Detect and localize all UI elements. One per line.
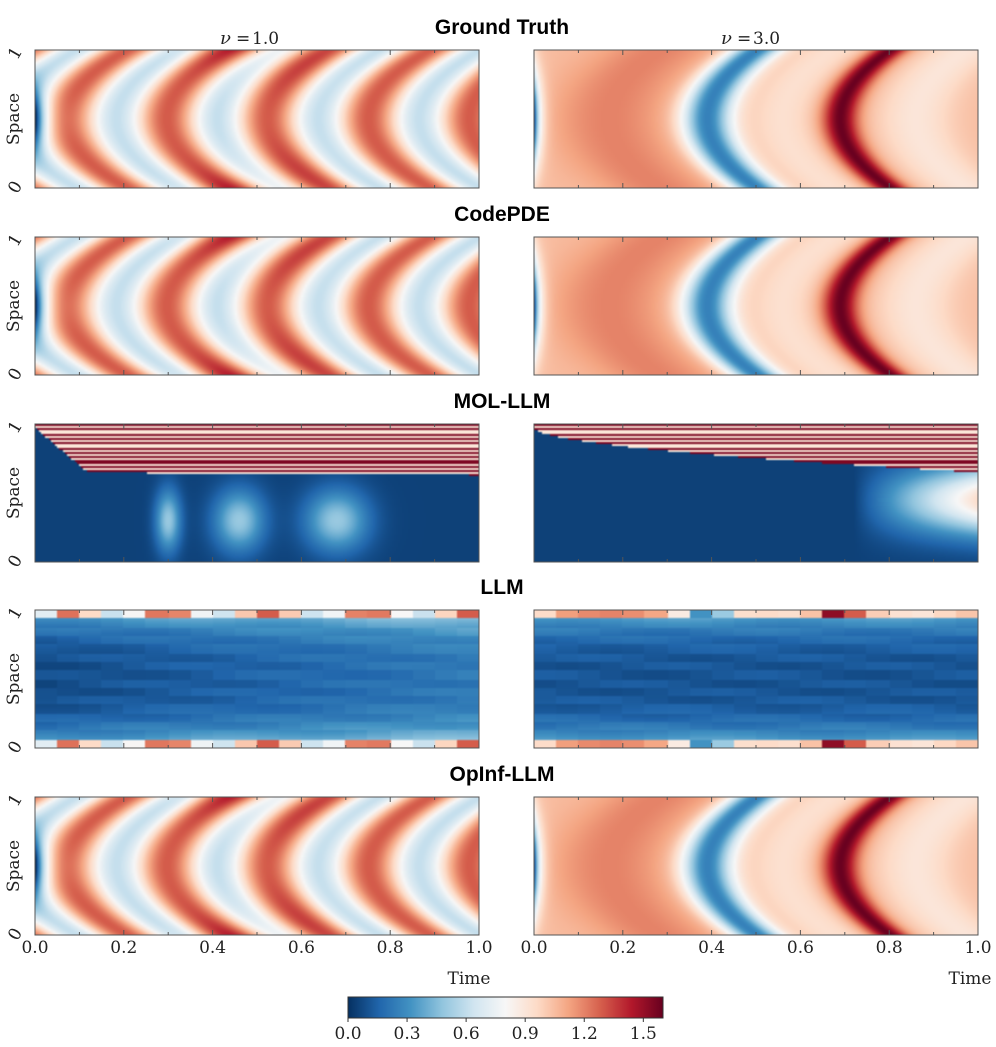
param-value: 1.0: [252, 29, 279, 49]
heatmap-panel: [534, 797, 978, 935]
heatmap-panel: [35, 237, 479, 375]
param-value: 3.0: [753, 29, 780, 49]
heatmap-panel: [35, 50, 479, 188]
colorbar-tick-label: 1.5: [630, 1024, 657, 1044]
heatmap-panel: [35, 797, 479, 935]
heatmap-panel: [534, 237, 978, 375]
y-tick-label: 0: [4, 365, 27, 384]
y-tick-label: 0: [4, 738, 27, 757]
x-tick-label: 0.4: [199, 938, 226, 958]
row-title: MOL-LLM: [454, 390, 551, 413]
heatmap-panel: [534, 424, 978, 562]
x-tick-label: 0.6: [288, 938, 315, 958]
row-ground-truth: Ground Truth 1 0 Space: [4, 16, 979, 197]
param-symbol: ν: [721, 28, 732, 49]
heatmap-panel: [534, 610, 978, 748]
colorbar-gradient: [347, 996, 664, 1019]
heatmap-panel: [35, 424, 479, 562]
colorbar-tick-label: 0.3: [394, 1024, 421, 1044]
y-tick-label: 1: [4, 231, 27, 250]
x-tick-label: 0.6: [787, 938, 814, 958]
y-axis-label: Space: [4, 467, 24, 519]
x-tick-label: 0.8: [876, 938, 903, 958]
x-tick-label: 0.0: [520, 938, 547, 958]
heatmap-rows: Ground Truth10SpaceCodePDE10SpaceMOL-LLM…: [4, 16, 979, 944]
x-tick-label: 1.0: [465, 938, 492, 958]
colorbar: 0.0 0.3 0.6 0.9 1.2 1.5: [334, 996, 664, 1044]
colorbar-tick-label: 0.0: [334, 1024, 361, 1044]
colorbar-tick-label: 0.9: [512, 1024, 539, 1044]
param-label-right: ν = 3.0: [721, 28, 780, 49]
param-label-left: ν = 1.0: [220, 28, 279, 49]
param-symbol: ν: [220, 28, 231, 49]
y-axis-label: Space: [4, 93, 24, 145]
row-title: LLM: [480, 576, 523, 599]
y-axis-label: Space: [4, 653, 24, 705]
row-title: Ground Truth: [435, 16, 569, 39]
y-tick-label: 1: [4, 418, 27, 437]
y-tick-label: 1: [4, 791, 27, 810]
heatmap-panel: [35, 610, 479, 748]
colorbar-tick-label: 0.6: [453, 1024, 480, 1044]
y-tick-label: 0: [4, 552, 27, 571]
y-axis-label: Space: [4, 280, 24, 332]
x-tick-label: 0.2: [110, 938, 137, 958]
svg-text:=: =: [236, 29, 250, 49]
row-title: OpInf-LLM: [450, 763, 555, 786]
x-tick-label: 0.0: [21, 938, 48, 958]
x-axis-label-left: Time: [448, 969, 491, 989]
x-tick-label: 0.4: [698, 938, 725, 958]
row-mol-llm: MOL-LLM 1 0 Space: [4, 390, 979, 571]
x-axis-label-right: Time: [949, 969, 992, 989]
y-tick-label: 0: [4, 178, 27, 197]
y-tick-label: 1: [4, 44, 27, 63]
y-axis-label: Space: [4, 840, 24, 892]
row-llm: LLM 1 0 Space: [4, 576, 979, 757]
svg-text:=: =: [737, 29, 751, 49]
colorbar-tick-label: 1.2: [571, 1024, 598, 1044]
x-tick-label: 0.2: [609, 938, 636, 958]
heatmap-panel: [534, 50, 978, 188]
x-axis: 0.0 0.2 0.4 0.6 0.8 1.0 0.0 0.2 0.4 0.6 0.8 1.0: [21, 938, 991, 958]
x-tick-label: 1.0: [964, 938, 991, 958]
x-tick-label: 0.8: [377, 938, 404, 958]
row-codepde: CodePDE 1 0 Space: [4, 203, 979, 384]
y-tick-label: 1: [4, 604, 27, 623]
row-title: CodePDE: [454, 203, 550, 226]
